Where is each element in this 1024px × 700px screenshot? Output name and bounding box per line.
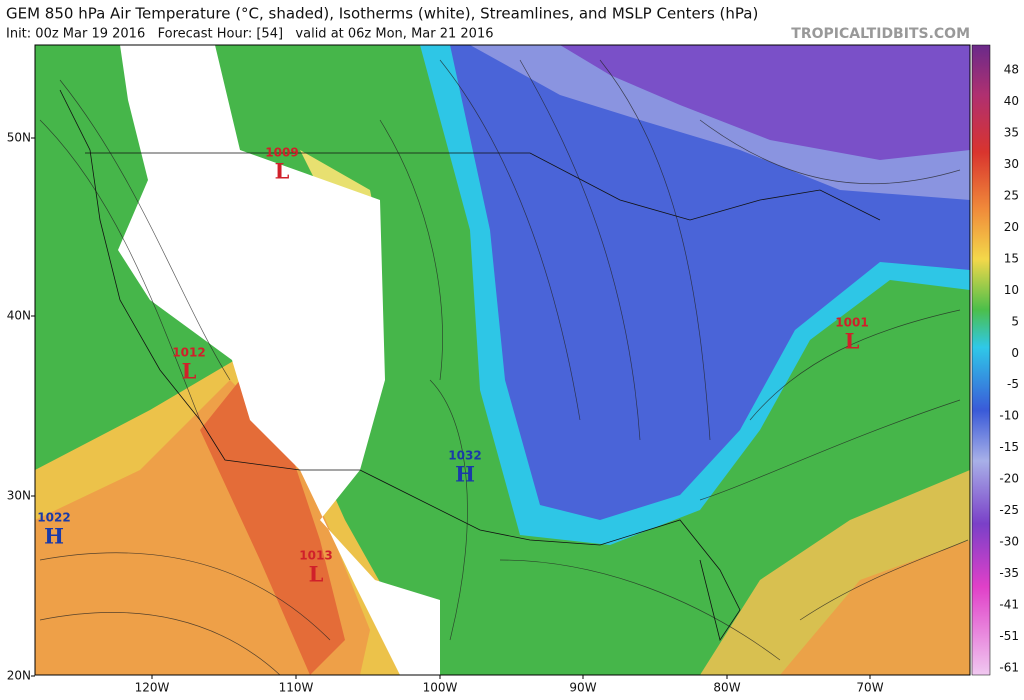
colorbar-label: -51	[999, 629, 1019, 643]
center-pressure: 1022	[37, 511, 70, 525]
credit: TROPICALTIDBITS.COM	[791, 26, 970, 42]
center-pressure: 1009	[265, 146, 298, 160]
colorbar	[971, 44, 991, 676]
lat-label: 40N	[7, 309, 31, 323]
center-pressure: 1001	[835, 316, 868, 330]
hot-field	[200, 380, 345, 675]
map	[35, 45, 970, 675]
lon-label: 90W	[569, 681, 596, 695]
warm-field	[780, 540, 970, 675]
colorbar-label: 48	[1004, 63, 1019, 77]
colorbar-label: 35	[1004, 125, 1019, 139]
lat-label: 50N	[7, 131, 31, 145]
colorbar-label: -25	[999, 503, 1019, 517]
colorbar-label: 5	[1011, 314, 1019, 328]
colorbar-label: -41	[999, 598, 1019, 612]
terrain-mask	[118, 45, 440, 675]
colorbar-label: 0	[1011, 346, 1019, 360]
coldest-field	[560, 45, 970, 160]
colorbar-label: 20	[1004, 220, 1019, 234]
colorbar-label: 30	[1004, 157, 1019, 171]
center-letter: L	[275, 159, 290, 184]
center-letter: H	[455, 462, 475, 487]
lon-label: 80W	[713, 681, 740, 695]
lon-label: 70W	[856, 681, 883, 695]
center-letter: L	[845, 329, 860, 354]
colorbar-label: 40	[1004, 94, 1019, 108]
lon-label: 110W	[279, 681, 314, 695]
colorbar-label: -61	[999, 661, 1019, 675]
colorbar-label: -15	[999, 440, 1019, 454]
colorbar-label: -30	[999, 535, 1019, 549]
center-pressure: 1013	[299, 549, 332, 563]
lat-label: 30N	[7, 489, 31, 503]
colorbar-label: -20	[999, 472, 1019, 486]
borders	[59, 89, 881, 641]
center-letter: L	[182, 359, 197, 384]
streamlines	[39, 59, 969, 675]
lon-label: 120W	[135, 681, 170, 695]
colorbar-label: 25	[1004, 188, 1019, 202]
colorbar-label: -10	[999, 409, 1019, 423]
center-letter: H	[44, 524, 64, 549]
center-letter: L	[309, 562, 324, 587]
subtitle: Init: 00z Mar 19 2016 Forecast Hour: [54…	[6, 27, 493, 42]
lat-label: 20N	[7, 669, 31, 683]
colorbar-label: 10	[1004, 283, 1019, 297]
lon-label: 100W	[423, 681, 458, 695]
center-pressure: 1032	[448, 449, 481, 463]
colorbar-label: 15	[1004, 251, 1019, 265]
title: GEM 850 hPa Air Temperature (°C, shaded)…	[6, 5, 758, 23]
center-pressure: 1012	[172, 346, 205, 360]
colorbar-label: -5	[1007, 377, 1019, 391]
map-frame	[34, 44, 971, 676]
colorbar-label: -35	[999, 566, 1019, 580]
